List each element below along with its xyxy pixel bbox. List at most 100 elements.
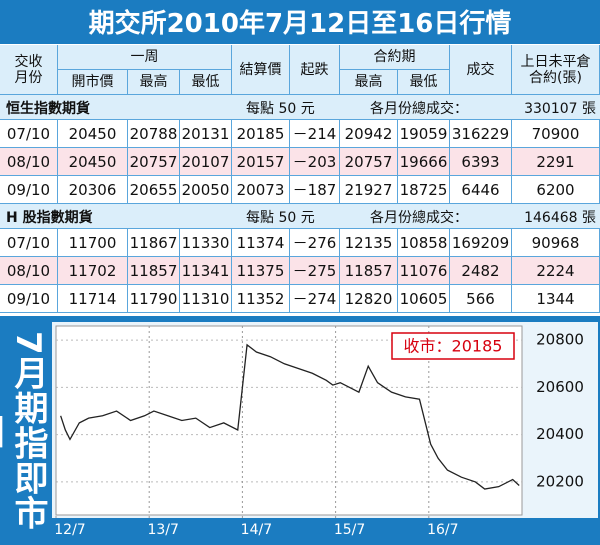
section-unit: 每點 50 元 xyxy=(246,209,315,226)
table-cell: 12820 xyxy=(340,285,398,313)
table-cell: 09/10 xyxy=(0,176,58,204)
section-bar xyxy=(0,204,600,229)
table-cell: 21927 xyxy=(340,176,398,204)
x-tick-label: 14/7 xyxy=(241,522,272,538)
header-cell: 起跌 xyxy=(290,45,340,95)
table-cell: 08/10 xyxy=(0,148,58,176)
table-cell: －275 xyxy=(290,257,340,285)
table-cell: 20757 xyxy=(128,148,180,176)
section-total-label: 各月份總成交： xyxy=(370,100,468,117)
header-cell: 交收 月份 xyxy=(0,45,58,95)
section-total: 146468 張 xyxy=(524,209,596,226)
table-cell: 11714 xyxy=(58,285,128,313)
table-cell: 11857 xyxy=(340,257,398,285)
table-cell: 19666 xyxy=(398,148,450,176)
title: 期交所2010年7月12日至16日行情 xyxy=(88,8,512,39)
table-cell: －274 xyxy=(290,285,340,313)
header-text: 月份 xyxy=(14,69,43,86)
table-cell: 20655 xyxy=(128,176,180,204)
table-cell: 11352 xyxy=(232,285,290,313)
table-cell: 10605 xyxy=(398,285,450,313)
table-cell: 6393 xyxy=(450,148,512,176)
header-cell: 最高 xyxy=(128,70,180,95)
x-tick-label: 13/7 xyxy=(147,522,178,538)
table-cell: －214 xyxy=(290,120,340,148)
header-cell: 最低 xyxy=(398,70,450,95)
header-cell: 結算價 xyxy=(232,45,290,95)
table-cell: 20450 xyxy=(58,120,128,148)
header-cell: 最高 xyxy=(340,70,398,95)
x-tick-label: 15/7 xyxy=(334,522,365,538)
table-cell: 20131 xyxy=(180,120,232,148)
table-cell: 20757 xyxy=(340,148,398,176)
y-tick-label: 20400 xyxy=(536,425,584,443)
header-cell: 上日未平倉 合約(張) xyxy=(512,45,600,95)
table-cell: 2482 xyxy=(450,257,512,285)
table-cell: 566 xyxy=(450,285,512,313)
table-cell: 2224 xyxy=(512,257,600,285)
table-cell: 18725 xyxy=(398,176,450,204)
table-cell: 11374 xyxy=(232,229,290,257)
annotation: 收市：20185 xyxy=(404,337,503,356)
table-cell: 11341 xyxy=(180,257,232,285)
table-cell: 6200 xyxy=(512,176,600,204)
y-tick-label: 20200 xyxy=(536,472,584,490)
table-cell: 20050 xyxy=(180,176,232,204)
header-text: 上日未平倉 xyxy=(520,53,591,70)
table-cell: 11330 xyxy=(180,229,232,257)
table-cell: 11867 xyxy=(128,229,180,257)
table-cell: 20450 xyxy=(58,148,128,176)
header-text: 交收 xyxy=(14,53,43,70)
table-cell: 20185 xyxy=(232,120,290,148)
header-cell: 一周 xyxy=(58,45,232,70)
section-name: H 股指數期貨 xyxy=(6,209,93,226)
section-total-label: 各月份總成交： xyxy=(370,209,468,226)
x-tick-label: 16/7 xyxy=(427,522,458,538)
section-unit: 每點 50 元 xyxy=(246,100,315,117)
table-cell: 316229 xyxy=(450,120,512,148)
table-cell: 20073 xyxy=(232,176,290,204)
table-cell: 12135 xyxy=(340,229,398,257)
table-cell: 90968 xyxy=(512,229,600,257)
annotation-box xyxy=(391,332,515,360)
table-cell: 07/10 xyxy=(0,229,58,257)
table-cell: 11375 xyxy=(232,257,290,285)
table-cell: 11700 xyxy=(58,229,128,257)
table-cell: 19059 xyxy=(398,120,450,148)
table-cell: 11310 xyxy=(180,285,232,313)
table-cell: 6446 xyxy=(450,176,512,204)
table-cell: 11857 xyxy=(128,257,180,285)
table-cell: 70900 xyxy=(512,120,600,148)
table-cell: 11790 xyxy=(128,285,180,313)
section-bar xyxy=(0,95,600,120)
table-cell: 20306 xyxy=(58,176,128,204)
table-cell: －276 xyxy=(290,229,340,257)
section-total: 330107 張 xyxy=(524,100,596,117)
section-name: 恒生指數期貨 xyxy=(6,100,90,117)
y-tick-label: 20800 xyxy=(536,331,584,349)
x-tick-label: 12/7 xyxy=(54,522,85,538)
header-cell: 開市價 xyxy=(58,70,128,95)
table-cell: 20942 xyxy=(340,120,398,148)
table-cell: 08/10 xyxy=(0,257,58,285)
table-cell: 2291 xyxy=(512,148,600,176)
y-tick-label: 20600 xyxy=(536,378,584,396)
header-cell: 最低 xyxy=(180,70,232,95)
table-cell: 10858 xyxy=(398,229,450,257)
price-line xyxy=(60,343,520,490)
table-cell: 20107 xyxy=(180,148,232,176)
header-cell: 合約期 xyxy=(340,45,450,70)
chart-title: 7月期指即市圖 xyxy=(0,331,48,531)
header-text: 合約(張) xyxy=(529,69,582,86)
table-cell: 09/10 xyxy=(0,285,58,313)
table-cell: 07/10 xyxy=(0,120,58,148)
table-cell: 1344 xyxy=(512,285,600,313)
header-cell: 成交 xyxy=(450,45,512,95)
table-cell: 11076 xyxy=(398,257,450,285)
table-cell: 11702 xyxy=(58,257,128,285)
table-cell: 20788 xyxy=(128,120,180,148)
table-cell: 20157 xyxy=(232,148,290,176)
table-cell: 169209 xyxy=(450,229,512,257)
table-cell: －187 xyxy=(290,176,340,204)
